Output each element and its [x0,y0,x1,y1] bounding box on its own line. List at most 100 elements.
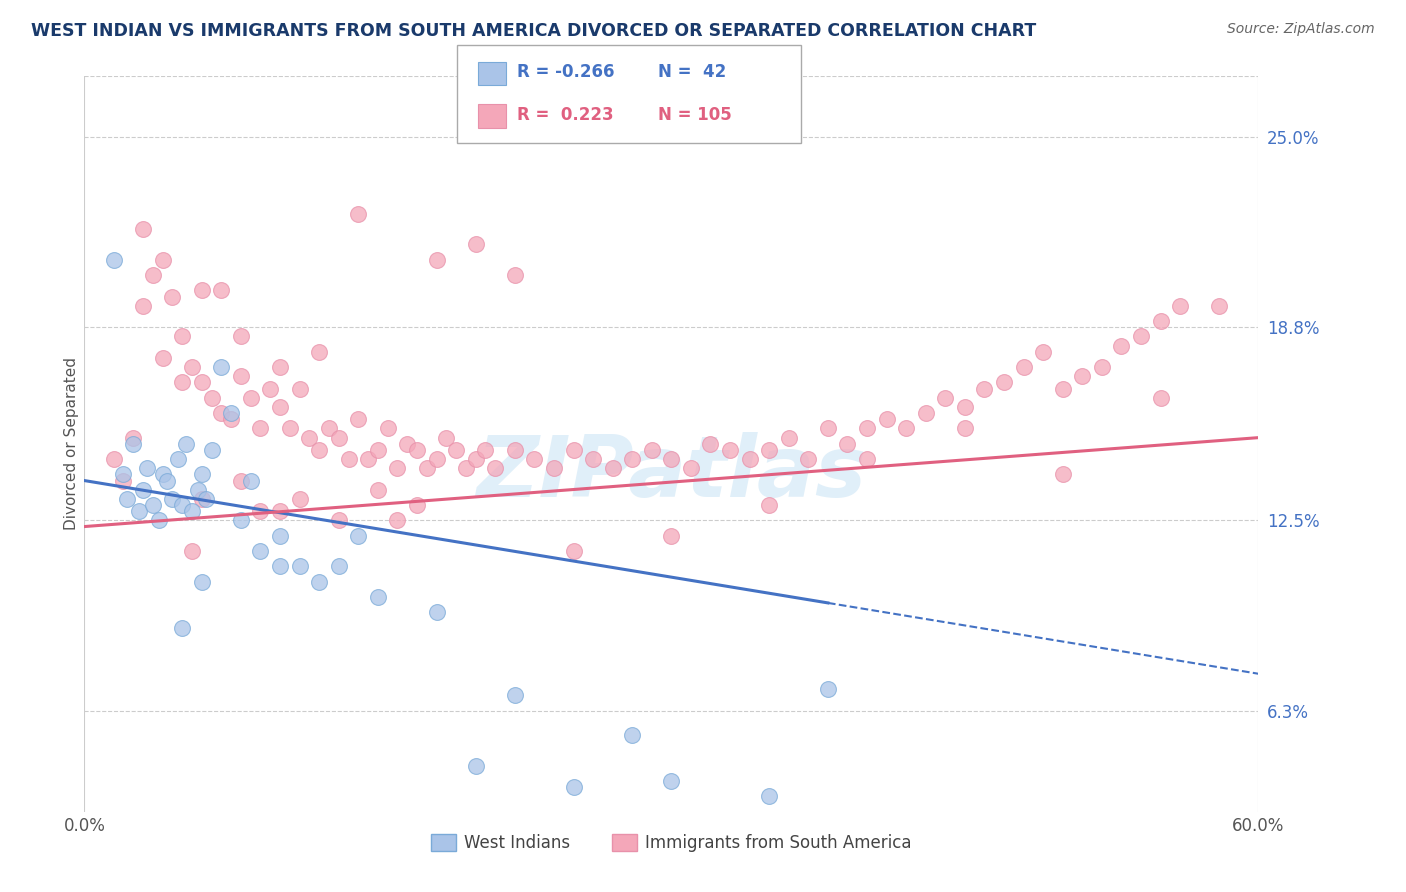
Point [194,491,217,506]
Point [103,452,125,467]
Point [103,252,125,267]
Point [174,437,197,451]
Point [269,400,291,414]
Y-axis label: Divorced or Separated: Divorced or Separated [63,358,79,530]
Point [426,606,449,620]
Point [699,437,721,451]
Point [934,391,956,405]
Point [162,289,184,303]
Point [523,452,546,467]
Point [464,758,486,772]
Point [152,252,174,267]
Point [503,688,526,702]
Point [474,442,496,457]
Point [187,483,209,497]
Point [181,360,204,375]
Point [464,452,486,467]
Point [269,360,291,375]
Point [172,329,194,343]
Point [367,590,389,604]
Point [122,437,145,451]
Point [152,467,174,482]
Point [1130,329,1153,343]
Point [758,498,780,512]
Point [953,421,976,435]
Point [1149,391,1171,405]
Text: N =  42: N = 42 [658,63,727,81]
Point [229,474,252,488]
Point [1149,314,1171,328]
Point [367,442,389,457]
Text: ZIPatlas: ZIPatlas [477,432,866,515]
Point [582,452,605,467]
Point [416,461,439,475]
Point [298,431,321,445]
Point [993,376,1015,390]
Point [1111,339,1133,353]
Point [758,789,780,804]
Point [621,452,644,467]
Point [973,382,995,396]
Point [661,774,683,789]
Point [155,474,177,488]
Point [1091,360,1114,375]
Point [562,544,585,558]
Point [132,299,155,313]
Point [209,360,232,375]
Point [1168,299,1191,313]
Point [288,559,311,574]
Point [914,406,936,420]
Point [249,504,271,518]
Point [122,431,145,445]
Point [1032,344,1054,359]
Point [856,452,879,467]
Point [1208,299,1230,313]
Point [112,467,135,482]
Point [117,491,139,506]
Point [718,442,741,457]
Point [464,237,486,252]
Point [347,412,370,426]
Point [172,498,194,512]
Point [249,421,271,435]
Point [454,461,477,475]
Point [239,391,262,405]
Point [817,421,839,435]
Point [484,461,506,475]
Point [269,559,291,574]
Point [367,483,389,497]
Text: Source: ZipAtlas.com: Source: ZipAtlas.com [1227,22,1375,37]
Point [328,559,350,574]
Point [269,529,291,543]
Point [259,382,281,396]
Point [136,461,159,475]
Text: R = -0.266: R = -0.266 [517,63,614,81]
Point [142,268,165,282]
Point [229,329,252,343]
Point [396,437,419,451]
Point [191,491,214,506]
Point [953,400,976,414]
Point [172,621,194,635]
Point [308,344,330,359]
Point [679,461,702,475]
Point [797,452,820,467]
Point [142,498,165,512]
Point [229,369,252,384]
Point [426,252,449,267]
Point [387,461,409,475]
Point [191,284,214,298]
Point [278,421,301,435]
Point [387,513,409,527]
Point [661,529,683,543]
Point [209,284,232,298]
Point [229,513,252,527]
Point [817,681,839,696]
Point [778,431,800,445]
Point [209,406,232,420]
Point [758,442,780,457]
Point [406,442,429,457]
Point [543,461,565,475]
Point [337,452,360,467]
Point [172,376,194,390]
